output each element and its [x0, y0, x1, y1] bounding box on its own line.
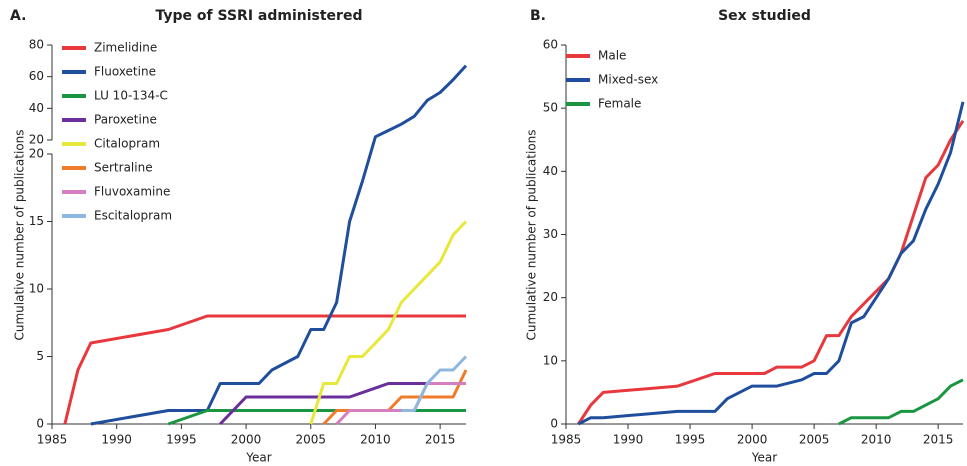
- legend-label: Zimelidine: [94, 41, 157, 55]
- legend-label: LU 10-134-C: [94, 89, 168, 103]
- y-tick-label: 10: [29, 282, 44, 296]
- x-tick-label: 1985: [551, 433, 582, 447]
- legend-label: Fluvoxamine: [94, 185, 170, 199]
- y-tick-label: 50: [543, 101, 558, 115]
- series-line: [322, 369, 468, 426]
- y-tick-label: 20: [543, 290, 558, 304]
- y-tick-label: 5: [36, 349, 44, 363]
- panel-label: A.: [10, 8, 26, 24]
- y-tick-label: 80: [29, 38, 44, 52]
- series-line: [577, 119, 965, 425]
- x-axis-label: Year: [245, 451, 271, 465]
- x-tick-label: 1985: [37, 433, 68, 447]
- legend-label: Mixed-sex: [598, 73, 658, 87]
- y-tick-label: 20: [29, 133, 44, 147]
- legend-label: Citalopram: [94, 137, 160, 151]
- series-line: [309, 220, 468, 425]
- y-axis-label: Cumulative number of publications: [525, 129, 539, 340]
- chart-title: Sex studied: [718, 8, 811, 24]
- x-tick-label: 1990: [101, 433, 132, 447]
- y-tick-label: 60: [543, 38, 558, 52]
- series-line: [219, 382, 466, 426]
- y-tick-label: 0: [550, 417, 558, 431]
- y-tick-label: 30: [543, 227, 558, 241]
- series-line: [335, 382, 466, 426]
- x-tick-label: 2005: [295, 433, 326, 447]
- series-line: [167, 409, 466, 426]
- y-tick-label: 60: [29, 69, 44, 83]
- y-tick-label: 40: [543, 164, 558, 178]
- x-tick-label: 2010: [861, 433, 892, 447]
- series-line: [63, 314, 466, 425]
- legend-label: Paroxetine: [94, 113, 157, 127]
- legend-label: Fluoxetine: [94, 65, 156, 79]
- x-tick-label: 2015: [923, 433, 954, 447]
- legend-label: Escitalopram: [94, 209, 172, 223]
- panel-label: B.: [530, 8, 546, 24]
- x-tick-label: 1995: [166, 433, 197, 447]
- x-tick-label: 1995: [675, 433, 706, 447]
- y-tick-label: 0: [36, 417, 44, 431]
- x-tick-label: 2015: [425, 433, 456, 447]
- y-tick-label: 10: [543, 353, 558, 367]
- x-tick-label: 2005: [799, 433, 830, 447]
- y-tick-label: 15: [29, 214, 44, 228]
- series-line: [577, 101, 965, 426]
- series-line: [90, 64, 468, 426]
- y-tick-label: 20: [29, 147, 44, 161]
- x-axis-label: Year: [751, 451, 777, 465]
- x-tick-label: 2010: [360, 433, 391, 447]
- series-line: [838, 378, 964, 426]
- series-line: [401, 355, 468, 412]
- y-tick-label: 40: [29, 101, 44, 115]
- legend-label: Sertraline: [94, 161, 153, 175]
- x-tick-label: 2000: [231, 433, 262, 447]
- x-tick-label: 2000: [737, 433, 768, 447]
- chart-title: Type of SSRI administered: [156, 8, 363, 24]
- x-tick-label: 1990: [613, 433, 644, 447]
- legend-label: Male: [598, 49, 626, 63]
- legend-label: Female: [598, 97, 641, 111]
- y-axis-label: Cumulative number of publications: [13, 129, 27, 340]
